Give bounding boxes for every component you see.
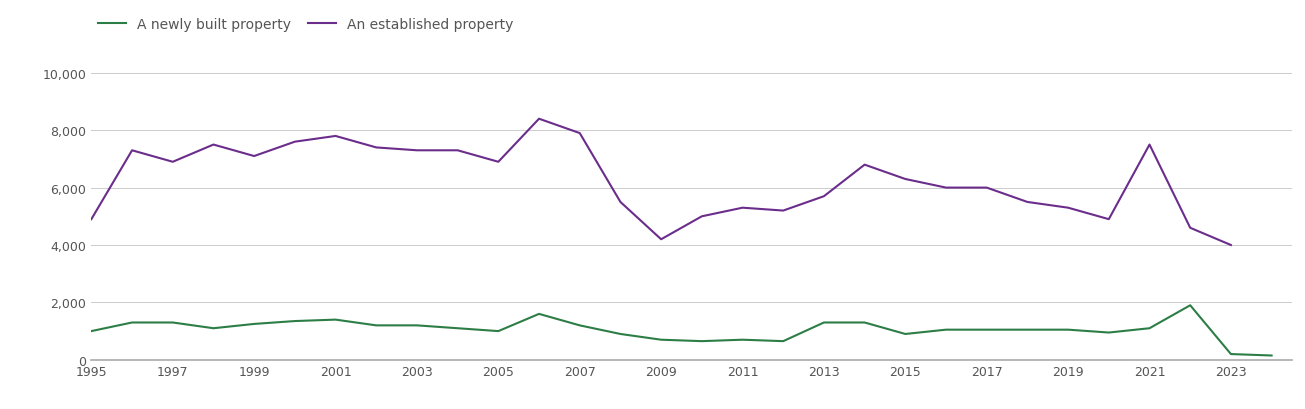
An established property — [491, 160, 506, 165]
A newly built property — [816, 320, 831, 325]
An established property — [1060, 206, 1075, 211]
An established property — [1182, 226, 1198, 231]
An established property — [84, 217, 99, 222]
A newly built property — [84, 329, 99, 334]
A newly built property — [368, 323, 384, 328]
An established property — [775, 209, 791, 213]
An established property — [408, 148, 424, 153]
An established property — [1223, 243, 1238, 248]
An established property — [612, 200, 628, 205]
A newly built property — [654, 337, 669, 342]
An established property — [898, 177, 913, 182]
A newly built property — [247, 321, 262, 326]
A newly built property — [1182, 303, 1198, 308]
An established property — [164, 160, 180, 165]
An established property — [206, 143, 222, 148]
A newly built property — [491, 329, 506, 334]
A newly built property — [572, 323, 587, 328]
Line: An established property: An established property — [91, 119, 1231, 245]
A newly built property — [531, 312, 547, 317]
A newly built property — [898, 332, 913, 337]
A newly built property — [206, 326, 222, 331]
A newly built property — [938, 327, 954, 332]
A newly built property — [408, 323, 424, 328]
Legend: A newly built property, An established property: A newly built property, An established p… — [98, 18, 513, 31]
An established property — [735, 206, 750, 211]
A newly built property — [287, 319, 303, 324]
A newly built property — [775, 339, 791, 344]
A newly built property — [328, 317, 343, 322]
An established property — [979, 186, 994, 191]
A newly built property — [612, 332, 628, 337]
An established property — [816, 194, 831, 199]
An established property — [694, 214, 710, 219]
An established property — [124, 148, 140, 153]
A newly built property — [1101, 330, 1117, 335]
An established property — [368, 146, 384, 151]
A newly built property — [450, 326, 466, 331]
An established property — [1019, 200, 1035, 205]
A newly built property — [1263, 353, 1279, 358]
A newly built property — [857, 320, 873, 325]
A newly built property — [1142, 326, 1158, 331]
A newly built property — [164, 320, 180, 325]
A newly built property — [1019, 327, 1035, 332]
An established property — [857, 163, 873, 168]
An established property — [531, 117, 547, 122]
A newly built property — [694, 339, 710, 344]
A newly built property — [1223, 352, 1238, 357]
An established property — [1142, 143, 1158, 148]
An established property — [654, 237, 669, 242]
An established property — [1101, 217, 1117, 222]
An established property — [287, 140, 303, 145]
A newly built property — [979, 327, 994, 332]
Line: A newly built property: A newly built property — [91, 306, 1271, 355]
A newly built property — [1060, 327, 1075, 332]
A newly built property — [124, 320, 140, 325]
An established property — [247, 154, 262, 159]
An established property — [328, 134, 343, 139]
A newly built property — [735, 337, 750, 342]
An established property — [572, 131, 587, 136]
An established property — [450, 148, 466, 153]
An established property — [938, 186, 954, 191]
